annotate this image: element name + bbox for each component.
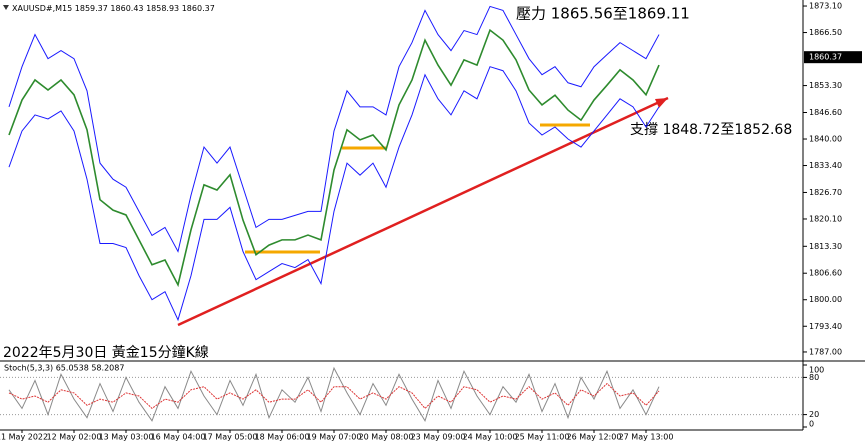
open: 1859.37 bbox=[75, 4, 108, 13]
x-tick-label: 27 May 13:00 bbox=[619, 433, 674, 442]
y-tick-label: 1833.40 bbox=[809, 161, 842, 170]
y-tick-label: 1873.10 bbox=[809, 2, 842, 11]
close: 1860.37 bbox=[182, 4, 215, 13]
trend-line bbox=[177, 96, 669, 327]
x-tick-label: 16 May 04:00 bbox=[151, 433, 206, 442]
y-tick-label: 0 bbox=[809, 420, 814, 429]
y-tick-label: 1813.30 bbox=[809, 242, 842, 251]
y-tick-label: 100 bbox=[809, 366, 824, 375]
x-tick-label: 24 May 10:00 bbox=[463, 433, 518, 442]
trend-arrow bbox=[655, 98, 668, 108]
x-tick-label: 20 May 08:00 bbox=[359, 433, 414, 442]
stoch-label: Stoch(5,3,3) 65.0538 58.2087 bbox=[4, 364, 124, 373]
series-line bbox=[8, 366, 660, 423]
last-price-label: 1860.37 bbox=[809, 53, 842, 62]
series-line bbox=[8, 5, 660, 253]
y-tick-label: 1853.30 bbox=[809, 81, 842, 90]
x-tick-label: 23 May 09:00 bbox=[411, 433, 466, 442]
y-tick-label: 1820.10 bbox=[809, 214, 842, 223]
series-line bbox=[8, 382, 660, 410]
x-tick-label: 26 May 12:00 bbox=[567, 433, 622, 442]
y-tick-label: 1866.50 bbox=[809, 28, 842, 37]
y-tick-label: 80 bbox=[809, 373, 819, 382]
x-tick-label: 17 May 05:00 bbox=[203, 433, 258, 442]
resistance-note: 壓力 1865.56至1869.11 bbox=[516, 5, 690, 23]
low: 1858.93 bbox=[146, 4, 179, 13]
y-tick-label: 1826.70 bbox=[809, 188, 842, 197]
support-note: 支撐 1848.72至1852.68 bbox=[630, 122, 792, 138]
y-tick-label: 1806.60 bbox=[809, 269, 842, 278]
last-price-box bbox=[804, 51, 862, 64]
y-tick-label: 1800.00 bbox=[809, 295, 842, 304]
series-line bbox=[8, 28, 660, 288]
x-tick-label: 13 May 03:00 bbox=[99, 433, 154, 442]
x-tick-label: 11 May 2022 bbox=[0, 433, 48, 442]
chart-title: 2022年5月30日 黃金15分鐘K線 bbox=[3, 344, 209, 361]
symbol-header: XAUUSD#,M15 1859.37 1860.43 1858.93 1860… bbox=[12, 4, 215, 13]
x-tick-label: 18 May 06:00 bbox=[255, 433, 310, 442]
high: 1860.43 bbox=[110, 4, 143, 13]
y-tick-label: 1787.00 bbox=[809, 347, 842, 356]
y-tick-label: 1840.00 bbox=[809, 135, 842, 144]
symbol: XAUUSD#,M15 bbox=[12, 4, 72, 13]
y-tick-label: 1846.60 bbox=[809, 108, 842, 117]
x-tick-label: 12 May 02:00 bbox=[47, 433, 102, 442]
series-line bbox=[8, 66, 660, 322]
x-tick-label: 19 May 07:00 bbox=[307, 433, 362, 442]
x-tick-label: 25 May 11:00 bbox=[515, 433, 570, 442]
y-tick-label: 1793.40 bbox=[809, 322, 842, 331]
y-tick-label: 20 bbox=[809, 410, 819, 419]
menu-icon bbox=[3, 5, 9, 10]
